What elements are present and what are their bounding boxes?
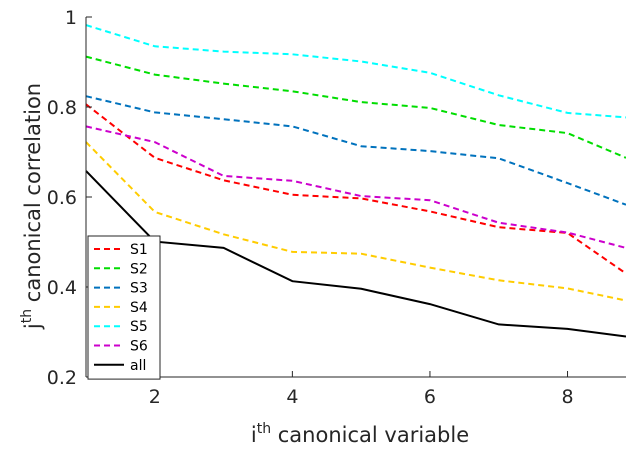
legend-label-s3: S3 — [130, 281, 148, 297]
y-tick-label: 0.6 — [47, 187, 77, 209]
legend-label-s5: S5 — [130, 319, 148, 335]
y-axis-title: jth canonical correlation — [19, 83, 45, 330]
series-line-s5 — [85, 24, 626, 119]
legend-label-s4: S4 — [130, 300, 148, 316]
series-line-s1 — [85, 103, 626, 275]
legend-label-s6: S6 — [130, 339, 148, 355]
y-tick-label: 1 — [65, 7, 77, 29]
series-line-s3 — [85, 95, 626, 206]
plot-area — [86, 17, 626, 377]
series-line-all — [85, 170, 626, 338]
axes-layer: 2 4 6 8 0.2 0.4 0.6 0.8 1 — [47, 7, 626, 408]
x-tick-label: 2 — [149, 386, 161, 408]
legend-label-all: all — [130, 358, 146, 374]
y-tick-label: 0.8 — [47, 97, 77, 119]
x-tick-label: 8 — [561, 386, 573, 408]
series-layer — [85, 24, 626, 338]
legend-label-s2: S2 — [130, 261, 148, 277]
series-line-s4 — [85, 141, 626, 302]
series-line-s6 — [85, 125, 626, 249]
y-tick-label: 0.4 — [47, 277, 77, 299]
x-tick-label: 6 — [424, 386, 436, 408]
series-line-s2 — [85, 55, 626, 159]
legend: S1 S2 S3 S4 S5 S6 all — [87, 235, 161, 380]
y-tick-label: 0.2 — [47, 367, 77, 389]
x-axis-title: ith canonical variable — [251, 421, 469, 447]
x-tick-label: 4 — [286, 386, 298, 408]
legend-label-s1: S1 — [130, 242, 148, 258]
